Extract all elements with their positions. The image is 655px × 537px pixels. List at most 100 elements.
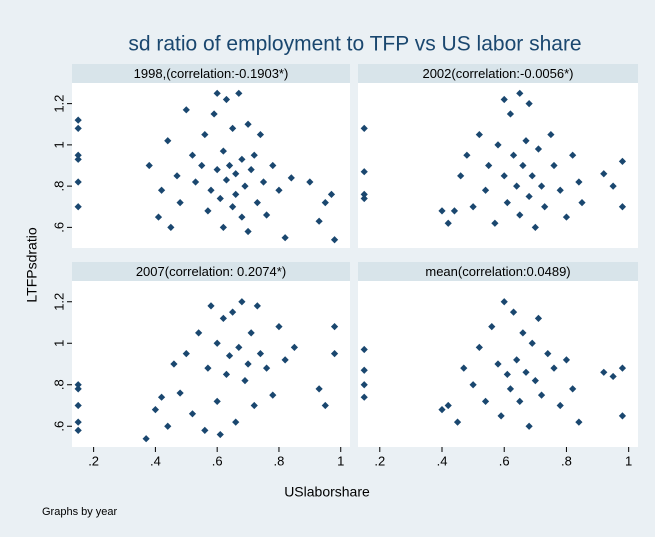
point: [244, 360, 252, 368]
point: [550, 161, 558, 170]
point: [74, 426, 82, 434]
x-axis-label: USlaborshare: [284, 484, 370, 500]
point: [522, 368, 530, 376]
point: [306, 178, 314, 186]
point: [213, 397, 221, 405]
point: [164, 137, 172, 145]
point: [500, 172, 508, 180]
point: [618, 364, 627, 372]
point: [600, 170, 608, 178]
point: [578, 199, 586, 207]
point: [219, 147, 227, 155]
point: [569, 385, 577, 393]
point: [216, 194, 224, 203]
point: [247, 329, 255, 337]
point: [213, 89, 221, 97]
point: [503, 199, 511, 207]
point: [207, 186, 215, 194]
point: [537, 391, 546, 399]
point: [321, 199, 329, 207]
point: [321, 401, 329, 410]
point: [207, 302, 215, 310]
point: [513, 182, 521, 190]
point: [360, 345, 368, 354]
point: [525, 100, 533, 108]
point: [170, 360, 178, 368]
point: [74, 124, 82, 132]
point: [222, 95, 231, 104]
point: [528, 172, 536, 180]
x-tick-label: .6: [499, 453, 510, 468]
point: [525, 422, 533, 430]
point: [509, 308, 518, 316]
point: [531, 377, 539, 385]
point: [330, 236, 339, 244]
point: [229, 124, 237, 132]
point: [173, 172, 181, 180]
point: [253, 302, 261, 310]
point: [74, 418, 82, 426]
plot-area: [358, 83, 638, 248]
point: [232, 170, 240, 178]
point: [618, 157, 627, 165]
x-tick-label: 1: [337, 453, 344, 468]
point: [488, 323, 496, 331]
point: [500, 95, 508, 104]
point: [74, 401, 82, 410]
point: [191, 178, 200, 186]
point: [198, 161, 206, 170]
point: [469, 381, 477, 389]
point: [250, 401, 258, 410]
point: [550, 364, 558, 372]
point: [503, 370, 511, 378]
point: [516, 211, 524, 219]
point: [609, 372, 617, 381]
point: [537, 182, 546, 190]
point: [74, 155, 82, 163]
point: [444, 219, 452, 227]
point: [216, 430, 224, 439]
y-tick-label: 1.2: [51, 95, 66, 113]
x-tick-label: .8: [561, 453, 572, 468]
y-tick-label: 1.2: [51, 293, 66, 311]
point: [485, 161, 493, 170]
point: [253, 199, 261, 207]
x-tick-label: .4: [150, 453, 161, 468]
point: [575, 418, 583, 426]
y-tick-label: 1: [51, 141, 66, 148]
point: [438, 207, 446, 215]
point: [182, 106, 190, 114]
point: [232, 190, 240, 198]
point: [188, 151, 197, 159]
point: [204, 364, 212, 372]
point: [164, 422, 172, 430]
point: [74, 178, 82, 186]
point: [491, 219, 499, 227]
y-tick-label: .8: [51, 379, 66, 390]
point: [500, 298, 508, 306]
point: [438, 406, 446, 414]
x-tick-label: .2: [88, 453, 99, 468]
point: [330, 350, 339, 358]
point: [531, 223, 539, 231]
x-tick-label: .6: [212, 453, 223, 468]
point: [176, 389, 184, 397]
point: [618, 203, 627, 211]
x-tick-label: 1: [625, 453, 632, 468]
point: [238, 298, 246, 306]
point: [444, 401, 452, 410]
point: [259, 178, 268, 186]
point: [176, 199, 184, 207]
point: [506, 385, 515, 393]
point: [74, 385, 82, 393]
panel-title: 1998,(correlation:-0.1903*): [134, 66, 289, 81]
point: [360, 168, 368, 176]
point: [142, 435, 150, 443]
point: [609, 182, 617, 190]
point: [151, 406, 159, 414]
point: [235, 89, 243, 97]
point: [360, 194, 368, 203]
panel-header: [358, 64, 638, 83]
point: [74, 116, 82, 124]
point: [497, 412, 505, 420]
